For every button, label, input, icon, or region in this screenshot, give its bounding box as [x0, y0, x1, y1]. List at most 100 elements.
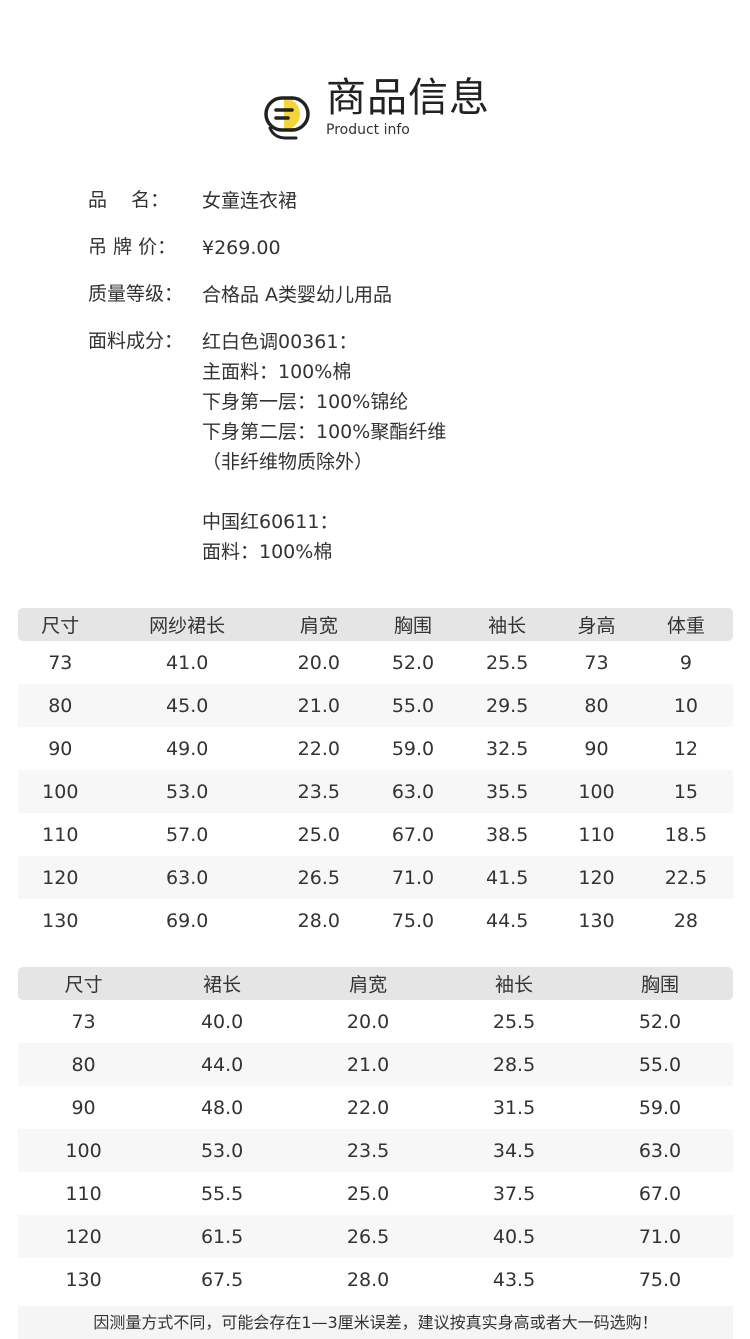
table-cell: 28.0	[346, 1268, 390, 1291]
page-title: 商品信息	[326, 75, 490, 121]
table-cell: 67.5	[200, 1268, 244, 1291]
table-cell: 26.5	[271, 856, 366, 899]
table-cell: 67.0	[638, 1182, 682, 1205]
info-value-line: 面料：100%棉	[202, 541, 333, 563]
info-label: 面料成分：	[88, 330, 184, 352]
table-cell: 41.5	[460, 856, 555, 899]
table-cell: 69.0	[166, 909, 209, 932]
table-row: 90 48.0 22.0 31.5 59.0	[18, 1086, 733, 1129]
size-table-mesh: 尺寸 网纱裙长 肩宽 胸围 袖长 身高 体重 73 41.0 20.0 52.0 25.5 73 9 80 4…	[18, 608, 733, 942]
table-cell: 130	[42, 909, 79, 932]
table-header-row: 尺寸 网纱裙长 肩宽 胸围 袖长 身高 体重	[18, 608, 733, 641]
table-cell: 20.0	[346, 1010, 390, 1033]
info-value-line: 红白色调00361：	[202, 331, 358, 353]
product-info-list: 品 名： 女童连衣裙吊 牌 价： ¥269.00 质量等级： 合格品 A类婴幼儿用品 面料…	[88, 186, 446, 584]
table-cell: 44.5	[485, 909, 529, 932]
info-label: 质量等级：	[88, 283, 184, 305]
table-cell: 25.5	[485, 651, 529, 674]
info-label: 吊 牌 价：	[88, 236, 177, 258]
table-cell: 61.5	[149, 1215, 296, 1258]
table-row: 100 53.0 23.5 34.5 63.0	[18, 1129, 733, 1172]
table-cell: 73	[71, 1010, 96, 1033]
table-row: 130 69.0 28.0 75.0 44.5 130 28	[18, 899, 733, 942]
table-row: 73 40.0 20.0 25.5 52.0	[18, 1000, 733, 1043]
table-cell: 73	[584, 651, 609, 674]
table-cell: 21.0	[295, 1043, 442, 1086]
column-header: 体重	[638, 608, 733, 641]
table-cell: 63.0	[365, 770, 461, 813]
table-cell: 80	[18, 684, 103, 727]
info-row: 面料成分： 红白色调00361： 主面料：100%棉下身第一层：100%锦纶下身第二…	[88, 327, 446, 567]
table-cell: 80	[554, 684, 639, 727]
table-row: 130 67.5 28.0 43.5 75.0	[18, 1258, 733, 1301]
table-cell: 23.5	[271, 770, 366, 813]
info-value-line: 合格品 A类婴幼儿用品	[202, 284, 393, 306]
table-cell: 55.0	[587, 1043, 733, 1086]
table-cell: 28	[673, 909, 698, 932]
info-value-line: ¥269.00	[202, 237, 281, 259]
table-cell: 12	[673, 737, 698, 760]
table-cell: 53.0	[102, 770, 272, 813]
table-cell: 59.0	[391, 737, 435, 760]
column-header: 尺寸	[18, 608, 103, 641]
table-cell: 41.0	[166, 651, 209, 674]
table-cell: 32.5	[485, 737, 529, 760]
table-cell: 55.5	[200, 1182, 244, 1205]
table-cell: 73	[48, 651, 73, 674]
table-cell: 120	[18, 856, 103, 899]
info-value-line: 下身第一层：100%锦纶	[202, 391, 409, 413]
table-row: 110 57.0 25.0 67.0 38.5 110 18.5	[18, 813, 733, 856]
table-cell: 25.0	[297, 823, 340, 846]
table-cell: 23.5	[295, 1129, 442, 1172]
column-header: 胸围	[587, 967, 733, 1000]
table-cell: 75.0	[638, 1268, 682, 1291]
table-row: 120 61.5 26.5 40.5 71.0	[18, 1215, 733, 1258]
table-cell: 75.0	[391, 909, 435, 932]
table-cell: 43.5	[492, 1268, 536, 1291]
column-header: 身高	[554, 608, 639, 641]
table-cell: 20.0	[297, 651, 340, 674]
table-cell: 63.0	[102, 856, 272, 899]
table-cell: 130	[65, 1268, 102, 1291]
table-cell: 120	[18, 1215, 150, 1258]
table-cell: 37.5	[492, 1182, 536, 1205]
table-cell: 18.5	[664, 823, 708, 846]
page-subtitle: Product info	[326, 122, 410, 138]
table-cell: 29.5	[460, 684, 555, 727]
column-header: 网纱裙长	[102, 608, 272, 641]
table-cell: 55.0	[365, 684, 461, 727]
info-value-line: 中国红60611：	[202, 511, 339, 533]
table-cell: 53.0	[149, 1129, 296, 1172]
table-cell: 15	[638, 770, 733, 813]
info-value-line: 主面料：100%棉	[202, 361, 352, 383]
table-cell: 31.5	[492, 1096, 536, 1119]
table-cell: 34.5	[441, 1129, 587, 1172]
table-cell: 71.0	[587, 1215, 733, 1258]
table-cell: 22.0	[346, 1096, 390, 1119]
info-value-line: 下身第二层：100%聚酯纤维	[202, 421, 447, 443]
table-header-row: 尺寸 裙长 肩宽 袖长 胸围	[18, 967, 733, 1000]
list-badge-icon	[264, 96, 310, 140]
info-value: 合格品 A类婴幼儿用品	[202, 280, 392, 310]
table-cell: 80	[18, 1043, 150, 1086]
table-cell: 38.5	[485, 823, 529, 846]
table-row: 73 41.0 20.0 52.0 25.5 73 9	[18, 641, 733, 684]
info-value-line: （非纤维物质除外）	[202, 451, 374, 473]
table-cell: 90	[48, 737, 73, 760]
section-header: 商品信息 Product info	[262, 74, 490, 144]
info-value: ¥269.00	[202, 233, 281, 263]
table-cell: 57.0	[166, 823, 209, 846]
table-cell: 52.0	[638, 1010, 682, 1033]
table-cell: 25.0	[346, 1182, 390, 1205]
table-cell: 22.0	[297, 737, 340, 760]
info-value-line: 女童连衣裙	[202, 190, 298, 212]
table-cell: 28.5	[441, 1043, 587, 1086]
info-value: 女童连衣裙	[202, 186, 297, 216]
measurement-note: 因测量方式不同，可能会存在1—3厘米误差，建议按真实身高或者大一码选购！	[18, 1306, 733, 1339]
info-row: 质量等级： 合格品 A类婴幼儿用品	[88, 280, 446, 310]
table-cell: 26.5	[295, 1215, 442, 1258]
table-cell: 49.0	[166, 737, 209, 760]
table-row: 90 49.0 22.0 59.0 32.5 90 12	[18, 727, 733, 770]
table-cell: 45.0	[102, 684, 272, 727]
table-cell: 9	[679, 651, 692, 674]
